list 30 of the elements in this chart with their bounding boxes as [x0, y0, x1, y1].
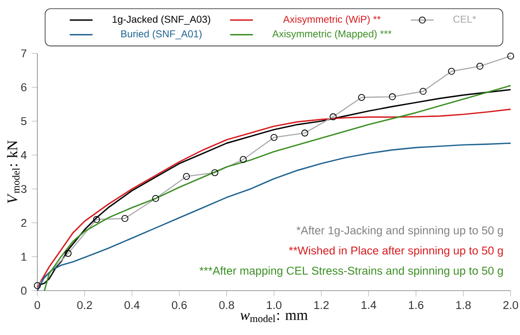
x-tick-label: 0.6	[172, 301, 187, 310]
x-tick-label: 1.0	[266, 301, 282, 310]
y-tick-label: 0	[21, 286, 26, 295]
x-tick-label: 1.2	[314, 301, 329, 310]
x-tick-label: 1.4	[362, 301, 376, 310]
y-tick-label: 2	[21, 219, 26, 227]
x-tick-label: 1.8	[456, 301, 471, 310]
legend-label: CEL*	[453, 16, 476, 23]
text: Buried (SNF_A01)	[121, 30, 202, 40]
x-tick-label: 1.6	[408, 301, 424, 310]
annotation: ***After mapping CEL Stress-Strains and spinning up to 50 g	[199, 266, 503, 278]
annotation: *After 1g-Jacking and spinning up to 50 g	[296, 226, 503, 237]
annotation: **Wished in Place after spinning up to 50 g	[288, 246, 503, 257]
y-tick-label: 7	[21, 50, 26, 58]
y-tick-label: 4	[20, 151, 27, 160]
x-axis-title: w$_{model}$: mm	[240, 313, 308, 322]
x-tick-label: 0.8	[219, 301, 234, 310]
y-tick-label: 1	[21, 253, 26, 261]
x-tick-label: 0.2	[77, 301, 92, 310]
x-tick-label: 2.0	[503, 301, 518, 310]
legend-label: 1g-Jacked (SNF_A03)	[112, 16, 210, 25]
x-tick-label: 0.4	[124, 301, 140, 310]
legend-label: Axisymmetric (Mapped) ***	[272, 30, 392, 40]
text: Axisymmetric (WiP) **	[283, 16, 381, 25]
y-tick-label: 6	[21, 83, 26, 92]
y-tick-label: 3	[21, 185, 26, 194]
y-axis-title: V$_{model}$: kN	[7, 140, 20, 204]
x-tick-label: 0	[34, 301, 40, 310]
y-tick-label: 5	[21, 117, 26, 126]
point	[34, 282, 41, 290]
